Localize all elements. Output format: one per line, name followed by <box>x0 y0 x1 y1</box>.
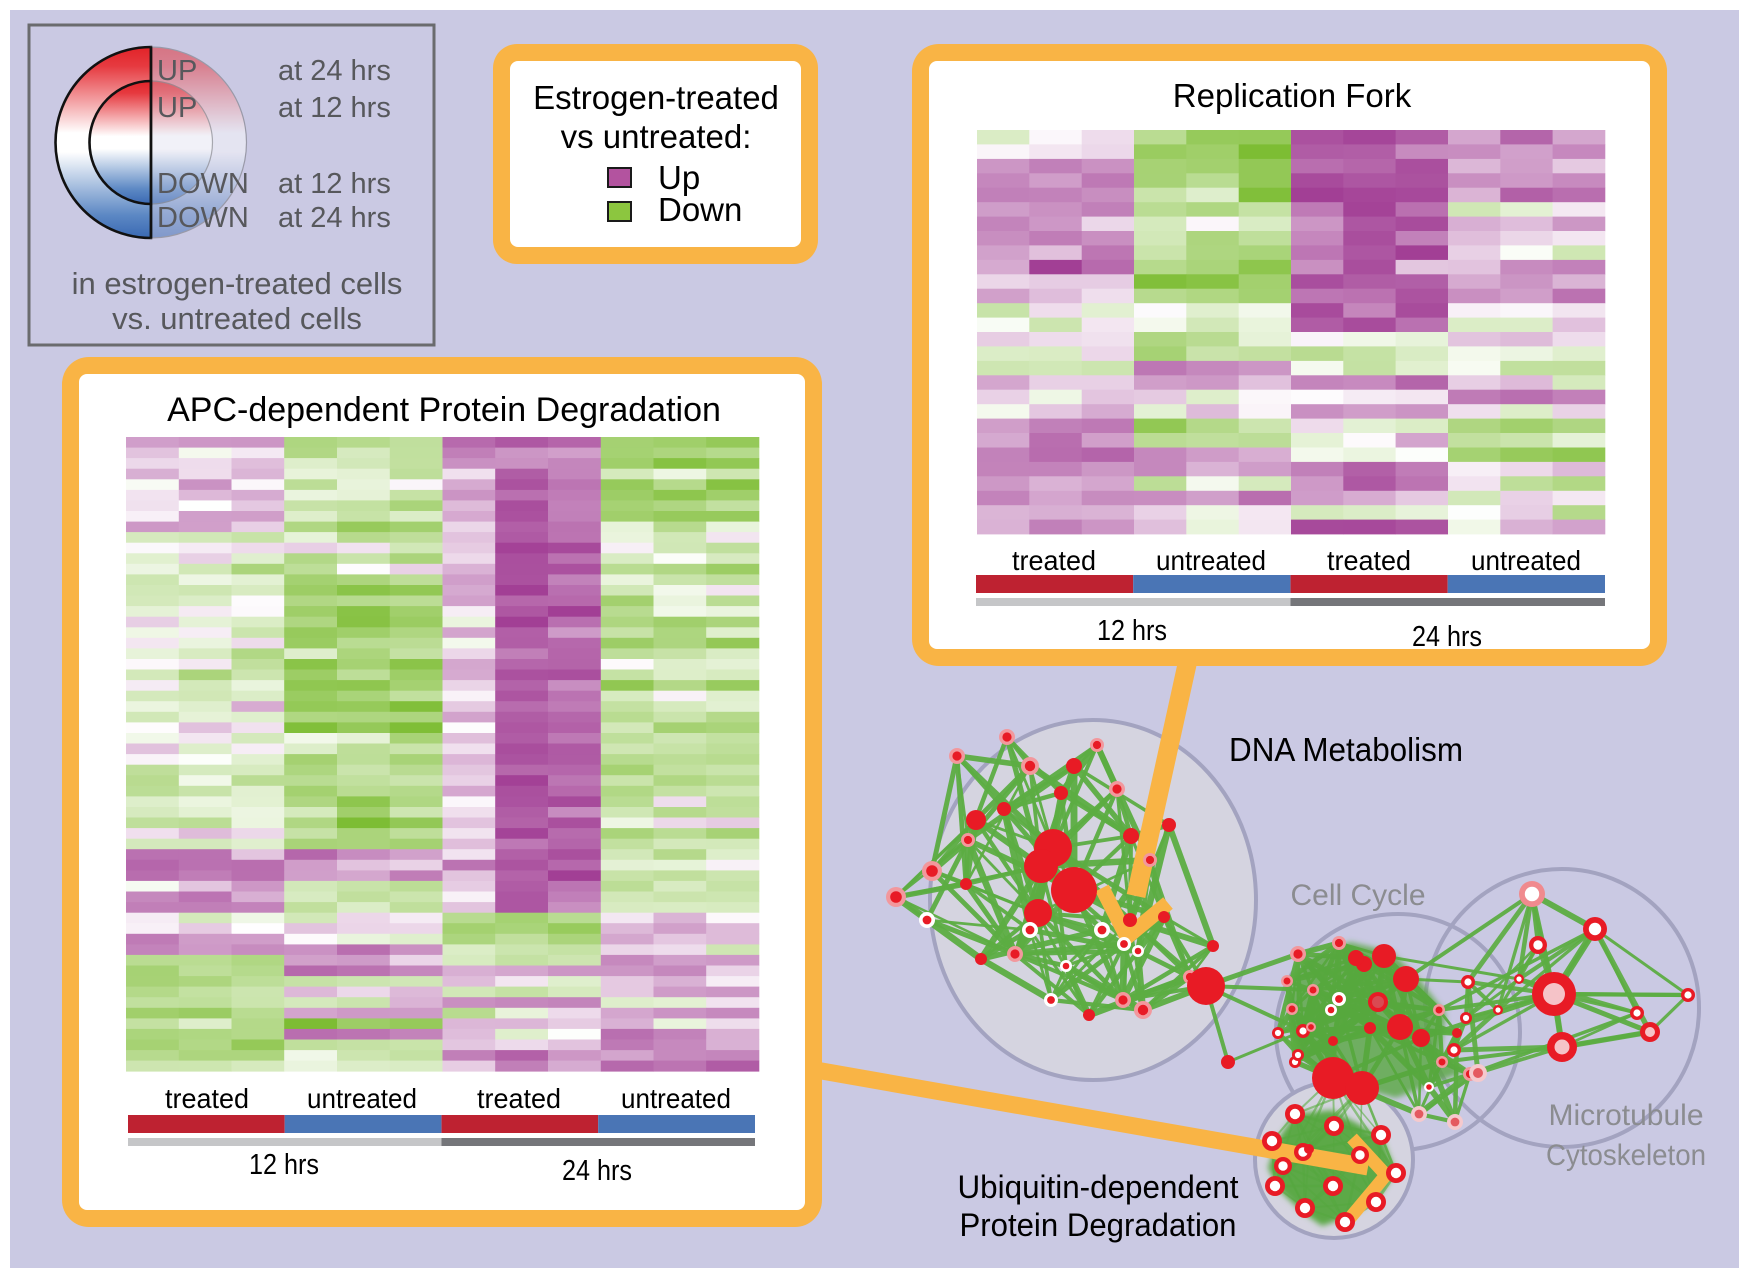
svg-text:Down: Down <box>658 191 742 228</box>
svg-text:APC-dependent Protein Degradat: APC-dependent Protein Degradation <box>167 391 721 429</box>
svg-text:DOWN: DOWN <box>157 202 249 234</box>
svg-text:UP: UP <box>157 55 197 87</box>
svg-text:Replication Fork: Replication Fork <box>1173 77 1412 114</box>
svg-text:at 12 hrs: at 12 hrs <box>278 92 391 124</box>
svg-text:DNA Metabolism: DNA Metabolism <box>1229 731 1463 768</box>
svg-text:at 24 hrs: at 24 hrs <box>278 55 391 87</box>
svg-text:24 hrs: 24 hrs <box>562 1155 632 1187</box>
svg-text:DOWN: DOWN <box>157 168 249 200</box>
svg-text:Up: Up <box>658 159 700 196</box>
svg-text:treated: treated <box>477 1083 561 1114</box>
svg-text:12 hrs: 12 hrs <box>249 1149 319 1181</box>
svg-text:vs. untreated cells: vs. untreated cells <box>112 301 362 336</box>
svg-text:treated: treated <box>1012 545 1096 576</box>
svg-text:Cell Cycle: Cell Cycle <box>1290 879 1425 912</box>
svg-text:Ubiquitin-dependent: Ubiquitin-dependent <box>958 1169 1239 1205</box>
svg-text:Estrogen-treated: Estrogen-treated <box>533 79 779 116</box>
svg-text:untreated: untreated <box>1471 545 1581 576</box>
svg-text:untreated: untreated <box>1156 545 1266 576</box>
svg-text:UP: UP <box>157 92 197 124</box>
svg-text:at 24 hrs: at 24 hrs <box>278 202 391 234</box>
svg-text:Cytoskeleton: Cytoskeleton <box>1546 1139 1706 1172</box>
svg-text:vs untreated:: vs untreated: <box>561 118 752 155</box>
svg-text:12 hrs: 12 hrs <box>1097 615 1167 647</box>
svg-text:at 12 hrs: at 12 hrs <box>278 168 391 200</box>
svg-text:untreated: untreated <box>307 1083 417 1114</box>
svg-text:24 hrs: 24 hrs <box>1412 621 1482 653</box>
svg-text:untreated: untreated <box>621 1083 731 1114</box>
svg-text:in estrogen-treated cells: in estrogen-treated cells <box>72 266 403 301</box>
svg-text:treated: treated <box>165 1083 249 1114</box>
svg-text:Microtubule: Microtubule <box>1548 1099 1703 1132</box>
svg-text:Protein Degradation: Protein Degradation <box>960 1207 1237 1243</box>
svg-text:treated: treated <box>1327 545 1411 576</box>
